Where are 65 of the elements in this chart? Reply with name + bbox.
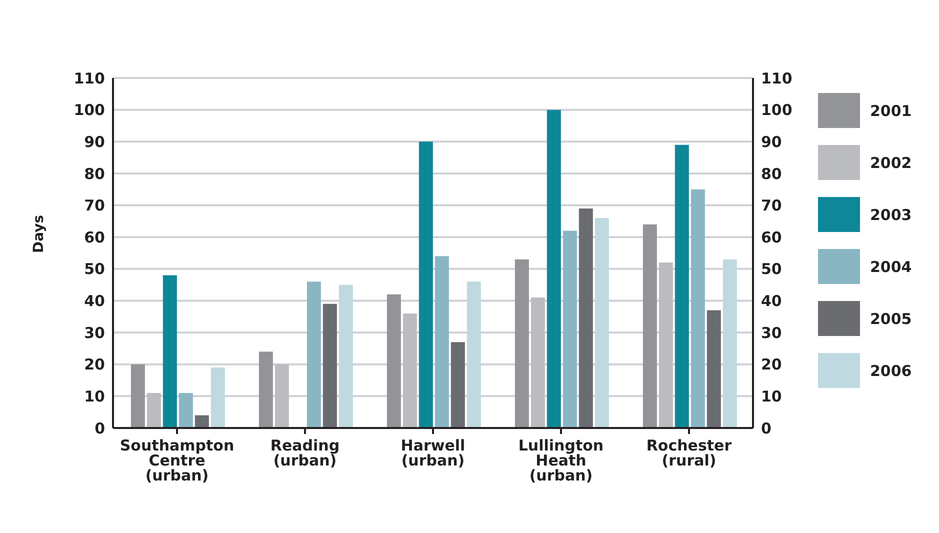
bar (674, 144, 689, 428)
y-axis-title: Days (30, 214, 47, 253)
bar (130, 364, 145, 428)
x-tick-label: Lullington Heath (urban) (518, 436, 604, 485)
y2-tick-label: 70 (761, 196, 782, 215)
bar (418, 142, 433, 428)
y2-tick-label: 110 (761, 69, 792, 88)
y2-tick-label: 0 (761, 419, 772, 438)
y-tick-label: 0 (94, 419, 105, 438)
bar (594, 218, 609, 428)
y-tick-label: 90 (84, 132, 105, 151)
bar (530, 298, 545, 428)
bar (450, 342, 465, 428)
bar (178, 393, 193, 428)
legend-label: 2003 (870, 206, 912, 224)
bar (386, 294, 401, 428)
x-tick-label: Reading (urban) (270, 436, 340, 470)
bar (578, 208, 593, 428)
bar (658, 262, 673, 428)
legend-label: 2001 (870, 102, 912, 120)
bar (642, 224, 657, 428)
legend-label: 2006 (870, 362, 912, 380)
bar (434, 256, 449, 428)
y-tick-label: 60 (84, 228, 105, 246)
x-tick-label: Rochester (rural) (646, 436, 732, 470)
y-tick-label: 70 (84, 196, 105, 215)
y-tick-label: 30 (84, 324, 105, 342)
bar (194, 415, 209, 428)
bar (210, 368, 225, 428)
y2-tick-label: 30 (761, 324, 782, 342)
bar (162, 275, 177, 428)
bar (146, 393, 161, 428)
bar (322, 304, 337, 428)
legend-label: 2002 (870, 154, 912, 172)
y-tick-label: 100 (74, 101, 105, 120)
y-tick-label: 110 (74, 69, 105, 88)
y2-tick-label: 10 (761, 388, 782, 406)
y2-tick-label: 90 (761, 132, 782, 151)
y2-tick-label: 40 (761, 292, 782, 310)
bar (274, 364, 289, 428)
bar (562, 230, 577, 428)
bar (514, 259, 529, 428)
bar (546, 110, 561, 428)
bar (706, 310, 721, 428)
y2-tick-label: 80 (761, 164, 782, 183)
legend-label: 2005 (870, 310, 912, 328)
y2-tick-label: 100 (761, 101, 792, 120)
bar (466, 282, 481, 428)
y2-tick-label: 50 (761, 260, 782, 278)
y-tick-label: 50 (84, 260, 105, 278)
x-tick-label: Southampton Centre (urban) (120, 436, 234, 485)
y2-tick-label: 60 (761, 228, 782, 246)
y2-tick-label: 20 (761, 356, 782, 374)
legend-label: 2004 (870, 258, 912, 276)
bar (402, 313, 417, 428)
bar (306, 282, 321, 428)
bar (338, 284, 353, 428)
bar (722, 259, 737, 428)
y-tick-label: 80 (84, 164, 105, 183)
y-tick-label: 10 (84, 388, 105, 406)
x-tick-label: Harwell (urban) (400, 436, 466, 470)
y-tick-label: 20 (84, 356, 105, 374)
y-tick-label: 40 (84, 292, 105, 310)
bar (690, 189, 705, 428)
bar (258, 352, 273, 428)
